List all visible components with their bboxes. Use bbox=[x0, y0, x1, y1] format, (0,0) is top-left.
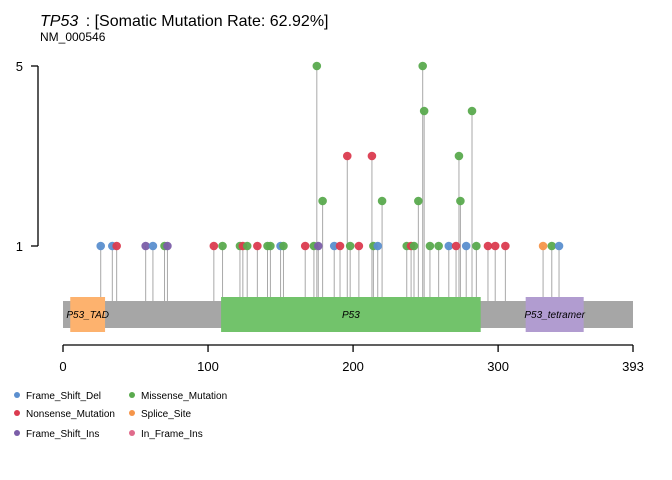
legend-label: Missense_Mutation bbox=[141, 391, 227, 402]
mutation-points bbox=[96, 61, 564, 251]
legend-label: Frame_Shift_Ins bbox=[26, 429, 99, 440]
mutation-point bbox=[454, 151, 464, 161]
mutation-point bbox=[554, 241, 564, 251]
domain-p53-tetramer bbox=[525, 297, 584, 332]
domain-p53 bbox=[221, 297, 481, 332]
protein-backbone: P53_TAD P53 P53_tetramer bbox=[63, 297, 633, 332]
mutation-point bbox=[300, 241, 310, 251]
mutation-point bbox=[148, 241, 158, 251]
mutation-point bbox=[367, 151, 377, 161]
mutation-point bbox=[218, 241, 227, 251]
x-tick-label: 200 bbox=[342, 359, 364, 374]
chart-title: TP53 : [Somatic Mutation Rate: 62.92%] bbox=[40, 13, 329, 30]
mutation-point bbox=[414, 196, 423, 206]
y-axis: 15 bbox=[16, 59, 39, 254]
mutation-point bbox=[483, 241, 493, 251]
legend-label: Nonsense_Mutation bbox=[26, 409, 115, 420]
mutation-stems bbox=[100, 66, 560, 301]
mutation-point bbox=[279, 241, 288, 251]
mutation-point bbox=[472, 241, 481, 251]
mutation-point bbox=[490, 241, 500, 251]
mutation-point bbox=[342, 151, 352, 161]
mutation-point bbox=[425, 241, 435, 251]
legend-marker bbox=[129, 392, 135, 398]
chart-subtitle: NM_000546 bbox=[40, 30, 106, 44]
mutation-point bbox=[163, 241, 172, 251]
mutation-point bbox=[141, 241, 150, 251]
legend-marker bbox=[14, 430, 20, 436]
mutation-point bbox=[501, 241, 510, 251]
mutation-point bbox=[266, 241, 275, 251]
x-tick-label: 393 bbox=[622, 359, 644, 374]
mutation-point bbox=[418, 61, 427, 71]
mutation-point bbox=[313, 241, 323, 251]
mutation-point bbox=[451, 241, 461, 251]
mutation-point bbox=[444, 241, 454, 251]
x-tick-label: 0 bbox=[59, 359, 66, 374]
mutation-point bbox=[377, 196, 387, 206]
title-gene: TP53 bbox=[40, 13, 78, 30]
mutation-point bbox=[253, 241, 262, 251]
mutation-point bbox=[112, 241, 121, 251]
legend-marker bbox=[14, 392, 20, 398]
x-tick-label: 300 bbox=[487, 359, 509, 374]
mutation-point bbox=[434, 241, 443, 251]
legend-label: Frame_Shift_Del bbox=[26, 391, 101, 402]
legend-marker bbox=[14, 410, 20, 416]
legend: Frame_Shift_Del Missense_Mutation Nonsense… bbox=[14, 391, 227, 440]
domain-label: P53_tetramer bbox=[524, 310, 585, 321]
domain-p53-tad bbox=[70, 297, 106, 332]
mutation-point bbox=[419, 106, 429, 116]
legend-marker bbox=[129, 410, 135, 416]
mutation-point bbox=[335, 241, 345, 251]
x-axis: 0 100 200 300 393 bbox=[59, 344, 644, 374]
domain-label: P53_TAD bbox=[66, 310, 109, 321]
mutation-point bbox=[312, 61, 322, 71]
mutation-point bbox=[538, 241, 548, 251]
legend-label: Splice_Site bbox=[141, 409, 191, 420]
mutation-point bbox=[467, 106, 477, 116]
mutation-point bbox=[354, 241, 364, 251]
title-rest: : [Somatic Mutation Rate: 62.92%] bbox=[86, 13, 329, 30]
mutation-point bbox=[96, 241, 106, 251]
y-tick-label: 1 bbox=[16, 239, 23, 254]
mutation-point bbox=[345, 241, 355, 251]
mutation-point bbox=[318, 196, 327, 206]
y-tick-label: 5 bbox=[16, 59, 23, 74]
mutation-point bbox=[456, 196, 465, 206]
x-tick-label: 100 bbox=[197, 359, 219, 374]
mutation-point bbox=[373, 241, 383, 251]
mutation-point bbox=[461, 241, 471, 251]
domain-label: P53 bbox=[342, 310, 360, 321]
mutation-point bbox=[547, 241, 557, 251]
mutation-point bbox=[409, 241, 419, 251]
legend-label: In_Frame_Ins bbox=[141, 429, 203, 440]
mutation-point bbox=[209, 241, 219, 251]
mutation-point bbox=[242, 241, 252, 251]
legend-marker bbox=[129, 430, 135, 436]
